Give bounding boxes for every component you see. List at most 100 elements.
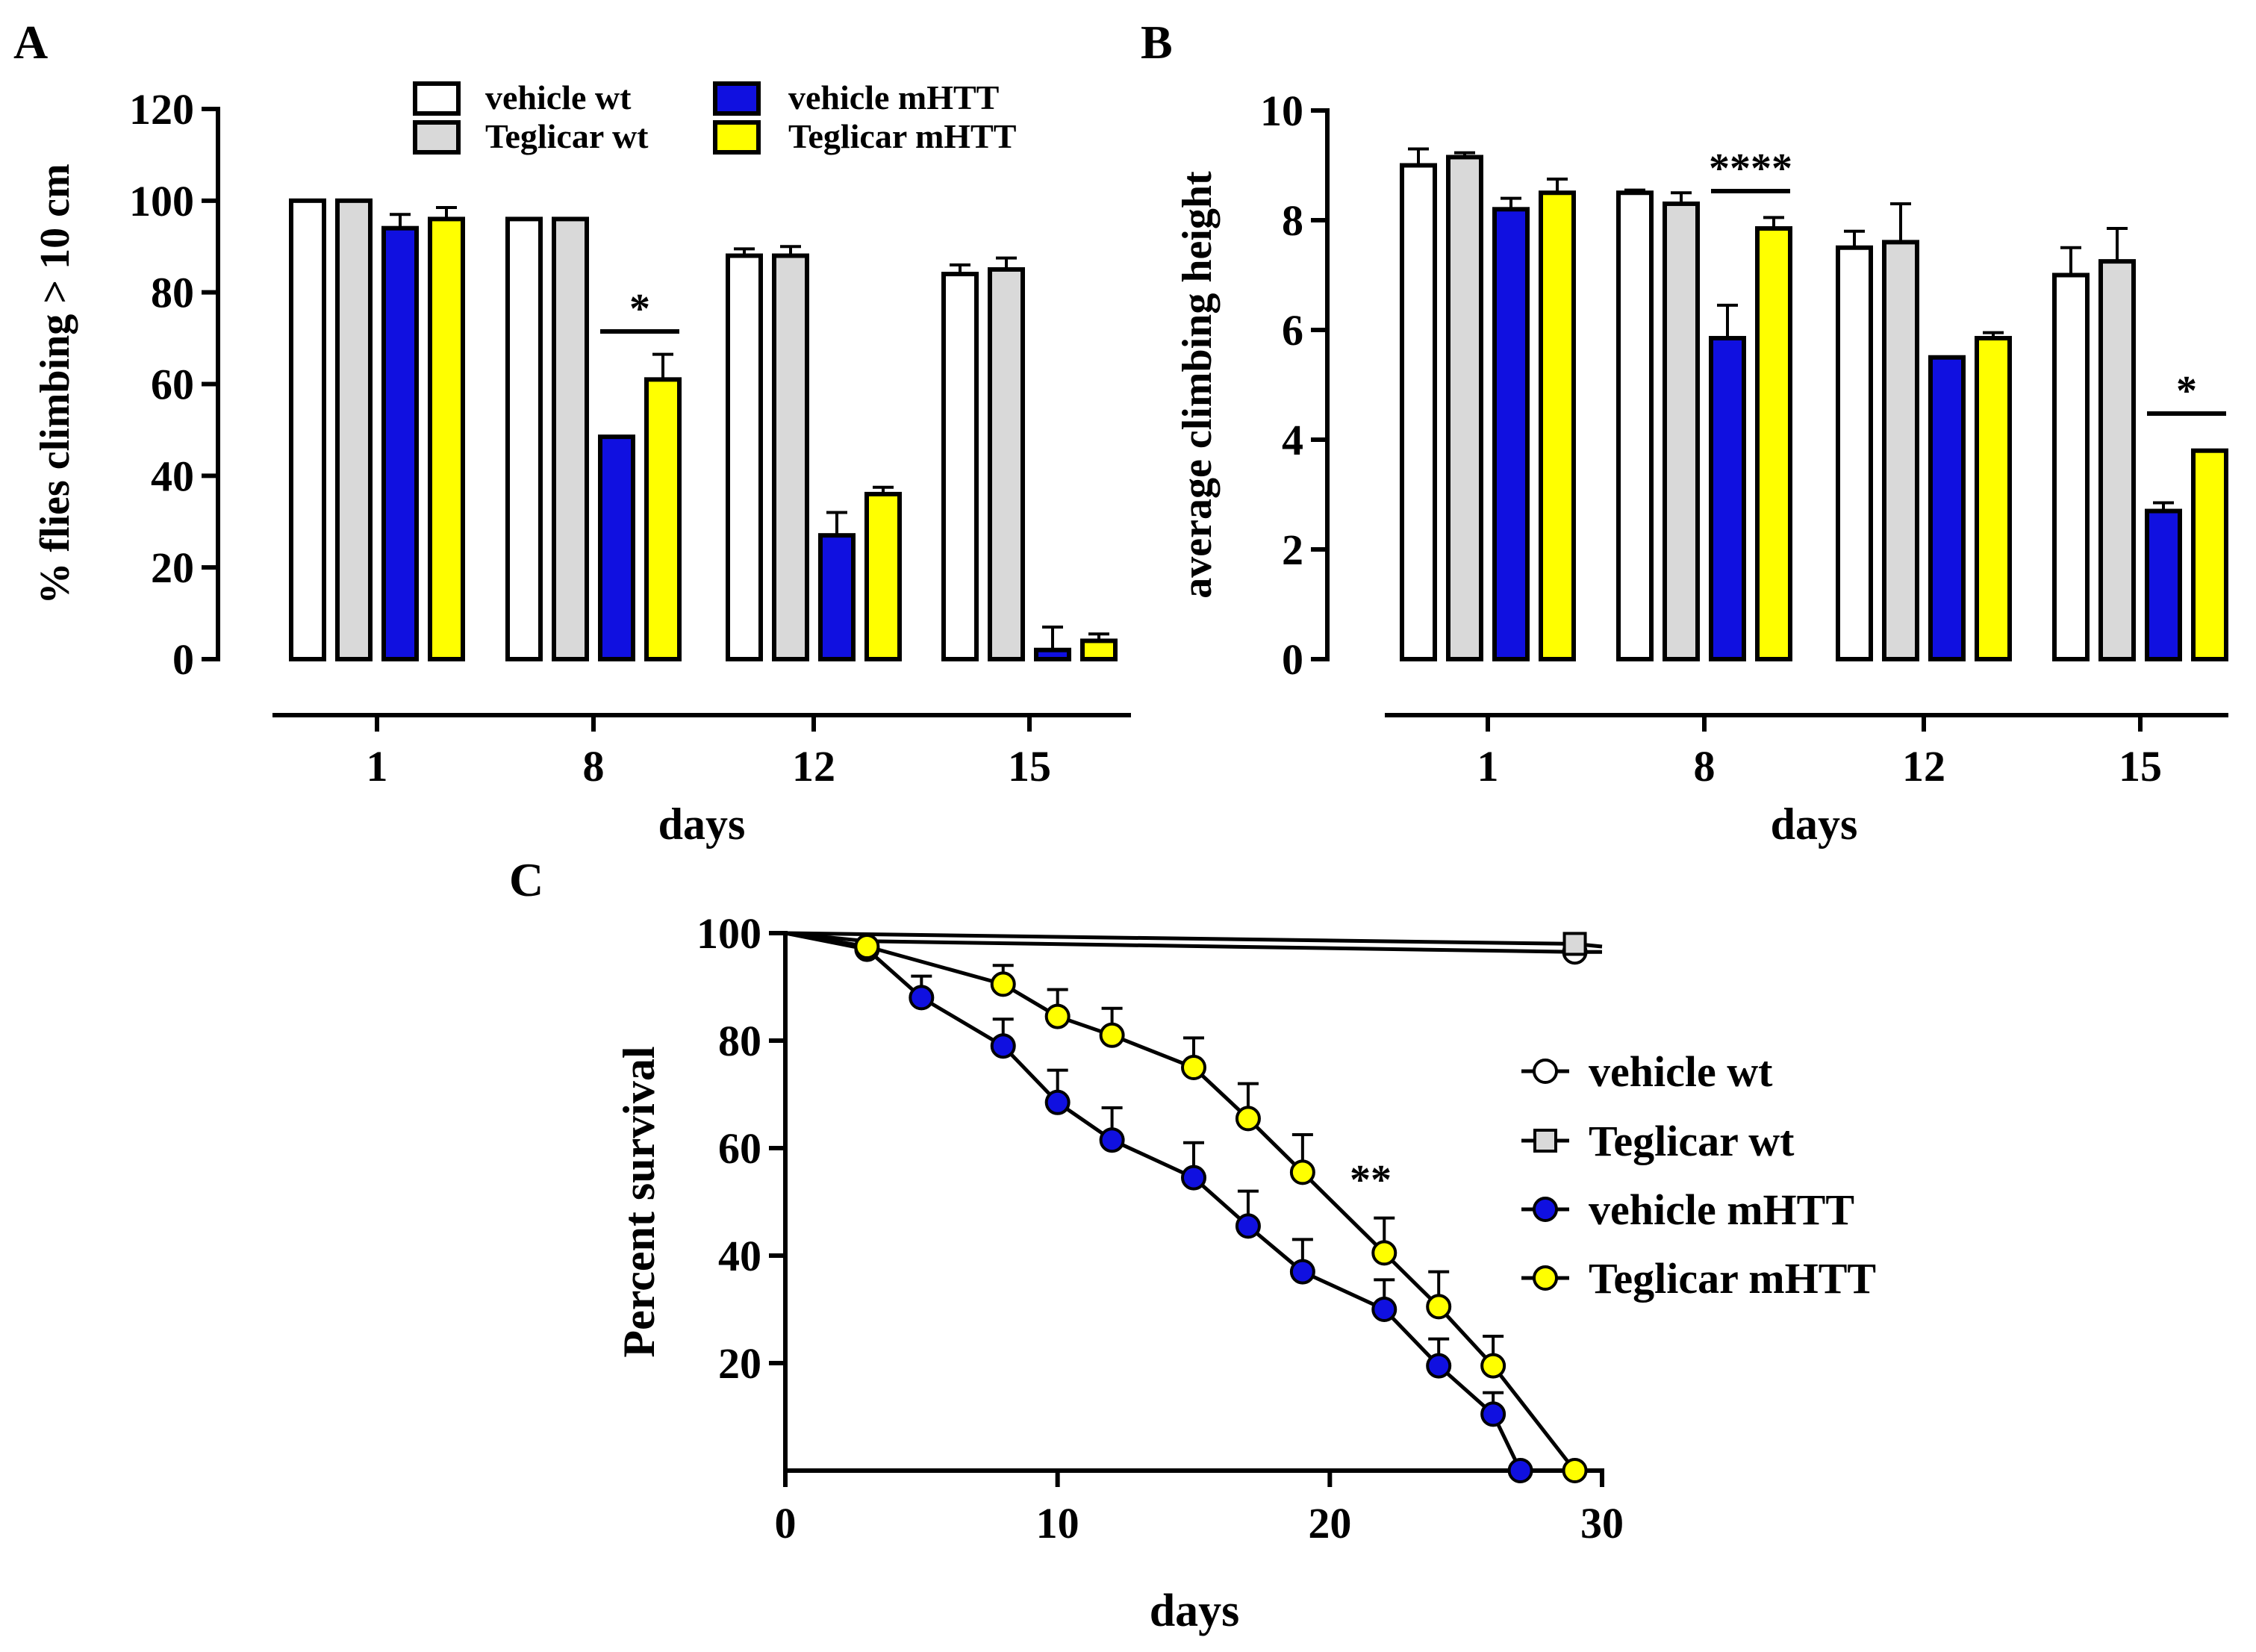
data-point bbox=[1235, 1213, 1261, 1239]
data-point bbox=[1099, 1022, 1125, 1048]
bar bbox=[818, 533, 856, 661]
legend-marker bbox=[1533, 1265, 1558, 1291]
significance-label: ** bbox=[1350, 1157, 1392, 1203]
panel-letter-c: C bbox=[509, 853, 543, 906]
y-axis-label: Percent survival bbox=[614, 1046, 664, 1357]
series-line bbox=[785, 931, 1522, 1472]
x-tick-label: 15 bbox=[2119, 742, 2162, 791]
bar bbox=[1616, 190, 1654, 661]
y-tick-label: 4 bbox=[1282, 416, 1303, 464]
bar bbox=[1080, 638, 1118, 662]
bar bbox=[2191, 448, 2228, 661]
bar bbox=[2145, 508, 2182, 661]
y-tick-label: 100 bbox=[129, 177, 194, 225]
legend-marker bbox=[1533, 1129, 1557, 1153]
bar bbox=[1755, 226, 1792, 661]
data-point bbox=[1426, 1294, 1452, 1320]
x-tick-label: 12 bbox=[1902, 742, 1945, 791]
bar bbox=[1492, 207, 1530, 661]
y-axis-label: % flies climbing > 10 cm bbox=[32, 163, 78, 604]
data-point bbox=[1371, 1240, 1397, 1266]
y-tick-label: 6 bbox=[1282, 306, 1303, 355]
bar bbox=[864, 491, 902, 662]
data-point bbox=[990, 971, 1016, 997]
bar bbox=[1975, 336, 2012, 661]
legend-label: Teglicar wt bbox=[1589, 1117, 1795, 1165]
data-point bbox=[1289, 1159, 1315, 1185]
y-tick-label: 10 bbox=[1260, 87, 1303, 135]
x-tick-label: 15 bbox=[1008, 742, 1051, 791]
bar bbox=[644, 377, 682, 661]
y-tick-label: 40 bbox=[151, 452, 194, 500]
x-axis-label: days bbox=[1150, 1586, 1240, 1636]
panel-b-bar-chart: 0 2 4 6 8 10 average climbing height 1 8 12 15 days… bbox=[1174, 87, 2228, 849]
data-point bbox=[990, 1033, 1016, 1059]
bar bbox=[1539, 190, 1576, 661]
legend-swatch bbox=[713, 81, 761, 116]
y-tick-label: 40 bbox=[718, 1232, 761, 1280]
x-tick-label: 30 bbox=[1580, 1499, 1624, 1547]
y-tick-label: 20 bbox=[718, 1339, 761, 1388]
bar bbox=[1928, 355, 1966, 661]
y-tick-label: 60 bbox=[718, 1124, 761, 1173]
bar bbox=[505, 216, 543, 661]
legend-label: vehicle mHTT bbox=[1589, 1185, 1854, 1234]
x-axis-label: days bbox=[658, 799, 746, 849]
legend-label: vehicle wt bbox=[485, 78, 632, 116]
panel-c-survival-chart: 20 40 60 80 100 0 10 20 30 days Percent survival **… bbox=[614, 909, 1876, 1636]
legend-marker bbox=[1533, 1197, 1558, 1222]
y-tick-label: 8 bbox=[1282, 196, 1303, 245]
significance-label: **** bbox=[1709, 146, 1792, 192]
panel-letter-b: B bbox=[1141, 16, 1173, 69]
data-point bbox=[1371, 1297, 1397, 1322]
data-point bbox=[1235, 1106, 1261, 1132]
bar bbox=[2098, 259, 2136, 661]
data-point bbox=[1562, 1458, 1588, 1483]
series-line bbox=[785, 931, 1577, 1472]
legend-marker bbox=[1533, 1059, 1558, 1084]
y-tick-label: 120 bbox=[129, 85, 194, 134]
bar bbox=[1400, 163, 1437, 661]
significance-label: * bbox=[629, 286, 650, 332]
y-tick-label: 2 bbox=[1282, 526, 1303, 574]
bar bbox=[988, 266, 1025, 662]
y-axis-label: average climbing height bbox=[1174, 171, 1221, 599]
bar bbox=[598, 434, 635, 661]
y-tick-label: 80 bbox=[718, 1017, 761, 1065]
x-tick-label: 8 bbox=[1694, 742, 1716, 791]
data-point bbox=[1181, 1165, 1206, 1191]
panel-a-bar-chart: 0 20 40 60 80 100 120 % flies climbing > 10 cm 1… bbox=[32, 78, 1131, 849]
x-tick-label: 8 bbox=[583, 742, 605, 791]
bar bbox=[772, 253, 809, 661]
bar bbox=[1663, 201, 1700, 661]
legend-label: Teglicar mHTT bbox=[788, 117, 1016, 155]
legend-swatch bbox=[413, 120, 461, 155]
y-tick-label: 60 bbox=[151, 361, 194, 409]
data-point bbox=[1099, 1127, 1125, 1153]
bar bbox=[1836, 245, 1873, 661]
legend-swatch bbox=[713, 120, 761, 155]
y-tick-label: 100 bbox=[697, 909, 761, 958]
data-point bbox=[1562, 932, 1587, 956]
data-point bbox=[1507, 1458, 1533, 1483]
y-tick-label: 80 bbox=[151, 269, 194, 317]
y-tick-label: 20 bbox=[151, 543, 194, 592]
x-tick-label: 0 bbox=[775, 1499, 797, 1547]
legend-swatch bbox=[413, 81, 461, 116]
data-point bbox=[1044, 1089, 1071, 1115]
series-line bbox=[785, 931, 1602, 954]
bar bbox=[941, 272, 979, 662]
data-point bbox=[1181, 1055, 1206, 1080]
bar bbox=[335, 198, 373, 662]
data-point bbox=[1480, 1353, 1506, 1379]
x-tick-label: 12 bbox=[792, 742, 835, 791]
x-tick-label: 20 bbox=[1308, 1499, 1351, 1547]
bar bbox=[1446, 155, 1483, 662]
data-point bbox=[1044, 1003, 1071, 1029]
x-tick-label: 1 bbox=[367, 742, 388, 791]
bar bbox=[381, 225, 419, 661]
legend-label: vehicle wt bbox=[1589, 1047, 1773, 1096]
data-point bbox=[1289, 1259, 1315, 1285]
bar bbox=[289, 198, 326, 662]
